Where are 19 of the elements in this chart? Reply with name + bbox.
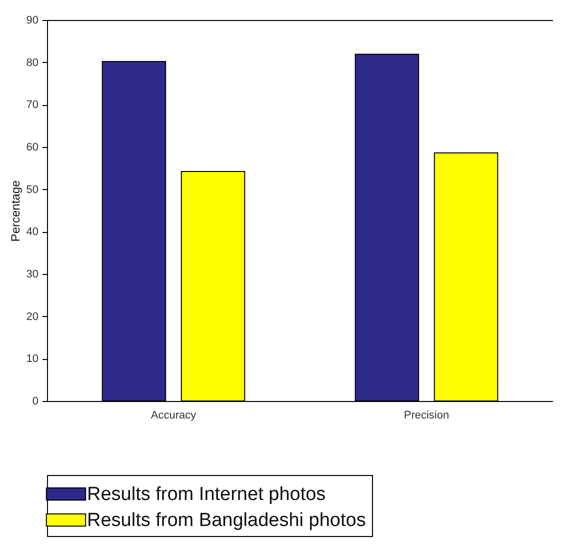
y-tick-label: 20 (26, 310, 38, 323)
legend-label: Results from Bangladeshi photos (87, 510, 366, 531)
y-tick-label: 30 (26, 268, 38, 280)
y-tick-label: 0 (32, 396, 38, 408)
y-tick-label: 60 (26, 142, 38, 154)
bar (102, 60, 166, 402)
y-tick-label: 10 (26, 353, 38, 366)
y-tick-label: 90 (26, 14, 38, 26)
y-axis-title: Percentage (8, 180, 22, 242)
y-tick-label: 50 (26, 184, 38, 196)
y-tick-label: 80 (26, 56, 38, 69)
bar (434, 152, 498, 402)
x-tick-label: Accuracy (150, 410, 197, 422)
bar (354, 54, 420, 402)
legend-label: Results from Internet photos (87, 484, 326, 505)
x-tick-label: Precision (404, 410, 450, 422)
y-tick-label: 70 (26, 99, 38, 112)
y-tick-label: 40 (26, 226, 38, 238)
bar (180, 171, 246, 402)
